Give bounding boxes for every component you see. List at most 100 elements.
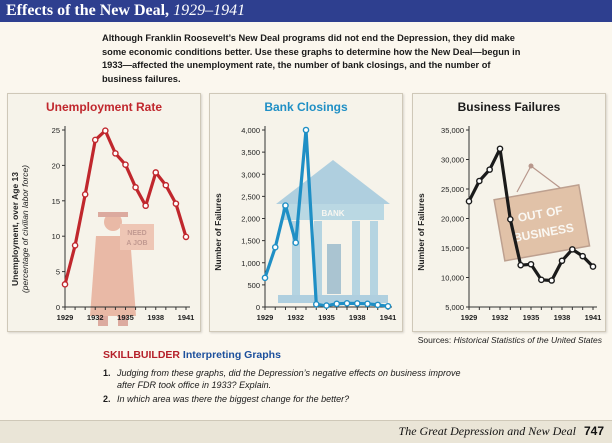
data-point [465, 198, 473, 205]
bank-closings-chart: BANK 0 500 1,000 1,500 2,000 2,500 3,000 3,500 4,… [241, 126, 396, 322]
bank-steps [278, 295, 388, 303]
unemployment-chart: NEED A JOB 0 5 10 15 20 25 1929 1932 1935 1938 1941 [52, 126, 195, 326]
page-title: Effects of the New Deal, 1929–1941 [6, 2, 245, 20]
data-point [162, 181, 170, 189]
data-point [312, 301, 320, 308]
y-tick-label: 15 [52, 197, 60, 206]
bank-closings-panel: Bank Closings Number of Failures BANK 0 50… [209, 93, 403, 332]
y-tick-label: 4,000 [241, 126, 260, 135]
data-point [132, 184, 139, 191]
y-tick-label: 30,000 [441, 156, 464, 165]
question-2: 2. In which area was there the biggest ch… [103, 394, 350, 404]
x-tick-label: 1932 [287, 313, 304, 322]
page-number: 747 [583, 424, 604, 438]
sign-nail [528, 163, 534, 169]
data-point [486, 166, 493, 173]
data-point [112, 150, 119, 157]
x-tick-label: 1941 [585, 313, 602, 322]
business-failures-panel: Business Failures Number of Failures OUT… [412, 93, 606, 332]
data-point [579, 252, 586, 260]
data-point [182, 233, 190, 241]
data-point [102, 127, 109, 135]
y-tick-label: 35,000 [441, 126, 464, 135]
figure-leg [118, 316, 128, 326]
x-tick-label: 1938 [554, 313, 571, 322]
bank-door [327, 244, 341, 294]
sign-string [530, 165, 580, 203]
data-point [292, 239, 300, 247]
figure-leg [98, 316, 108, 326]
y-tick-label: 0 [56, 303, 60, 312]
data-point [548, 277, 555, 284]
bank-sign-text: BANK [321, 209, 344, 218]
data-point [172, 200, 180, 207]
y-tick-label: 25 [52, 126, 60, 135]
data-point [476, 177, 483, 185]
data-point [91, 136, 99, 144]
y-tick-label: 20,000 [441, 215, 464, 224]
data-point [343, 300, 351, 307]
figure-hat [98, 212, 128, 217]
x-tick-label: 1941 [178, 313, 195, 322]
data-point [507, 216, 514, 223]
y-tick-label: 2,500 [241, 192, 260, 201]
data-point [374, 301, 382, 309]
chart-title: Unemployment Rate [45, 100, 163, 114]
data-point [323, 302, 330, 309]
data-point [71, 242, 79, 249]
bank-column [292, 221, 300, 295]
x-tick-label: 1938 [147, 313, 164, 322]
data-point [271, 243, 279, 251]
sources-note: Sources: Historical Statistics of the Un… [417, 335, 602, 345]
sign-panel [493, 183, 591, 262]
y-tick-label: 0 [256, 303, 260, 312]
data-point [152, 169, 160, 176]
y-tick-label: 10,000 [441, 274, 464, 283]
x-tick-label: 1929 [57, 313, 74, 322]
data-point [81, 191, 89, 198]
data-point [353, 300, 361, 307]
data-point [122, 161, 129, 168]
unemployment-panel: Unemployment Rate Unemployment, over Age… [7, 93, 201, 332]
data-point [527, 260, 535, 268]
data-point [538, 276, 545, 284]
figure-head [104, 213, 122, 231]
x-tick-label: 1935 [117, 313, 134, 322]
bank-column [352, 221, 360, 295]
data-point [302, 126, 310, 134]
jobseeker-illustration: NEED A JOB [90, 212, 154, 326]
chart-title: Bank Closings [264, 100, 348, 114]
x-tick-label: 1935 [318, 313, 335, 322]
footer-text: The Great Depression and New Deal 747 [398, 424, 604, 438]
bank-building-illustration: BANK [276, 160, 390, 303]
x-tick-label: 1929 [257, 313, 274, 322]
sign-string [516, 165, 532, 193]
data-point [496, 145, 504, 153]
data-point [589, 263, 597, 270]
y-tick-label: 3,500 [241, 148, 260, 157]
sign-text: A JOB [126, 240, 147, 247]
bank-column [314, 221, 322, 295]
x-tick-label: 1938 [349, 313, 366, 322]
intro-paragraph: Although Franklin Roosevelt’s New Deal p… [102, 33, 521, 84]
bank-column [370, 221, 378, 295]
x-tick-label: 1932 [492, 313, 509, 322]
bank-roof [276, 160, 390, 204]
y-tick-label: 3,000 [241, 170, 260, 179]
y-tick-label: 15,000 [441, 244, 464, 253]
question-1: 1. Judging from these graphs, did the Dep… [103, 368, 461, 390]
data-point [384, 302, 392, 310]
y-tick-label: 500 [247, 281, 260, 290]
x-tick-label: 1929 [461, 313, 478, 322]
data-point [364, 300, 371, 308]
figure-body [90, 236, 136, 316]
data-point [61, 281, 69, 288]
data-point [558, 257, 566, 265]
page-footer: The Great Depression and New Deal 747 [0, 420, 612, 443]
page-header: Effects of the New Deal, 1929–1941 [0, 0, 612, 22]
data-point [569, 246, 576, 253]
x-tick-label: 1935 [523, 313, 540, 322]
y-tick-label: 20 [52, 161, 60, 170]
